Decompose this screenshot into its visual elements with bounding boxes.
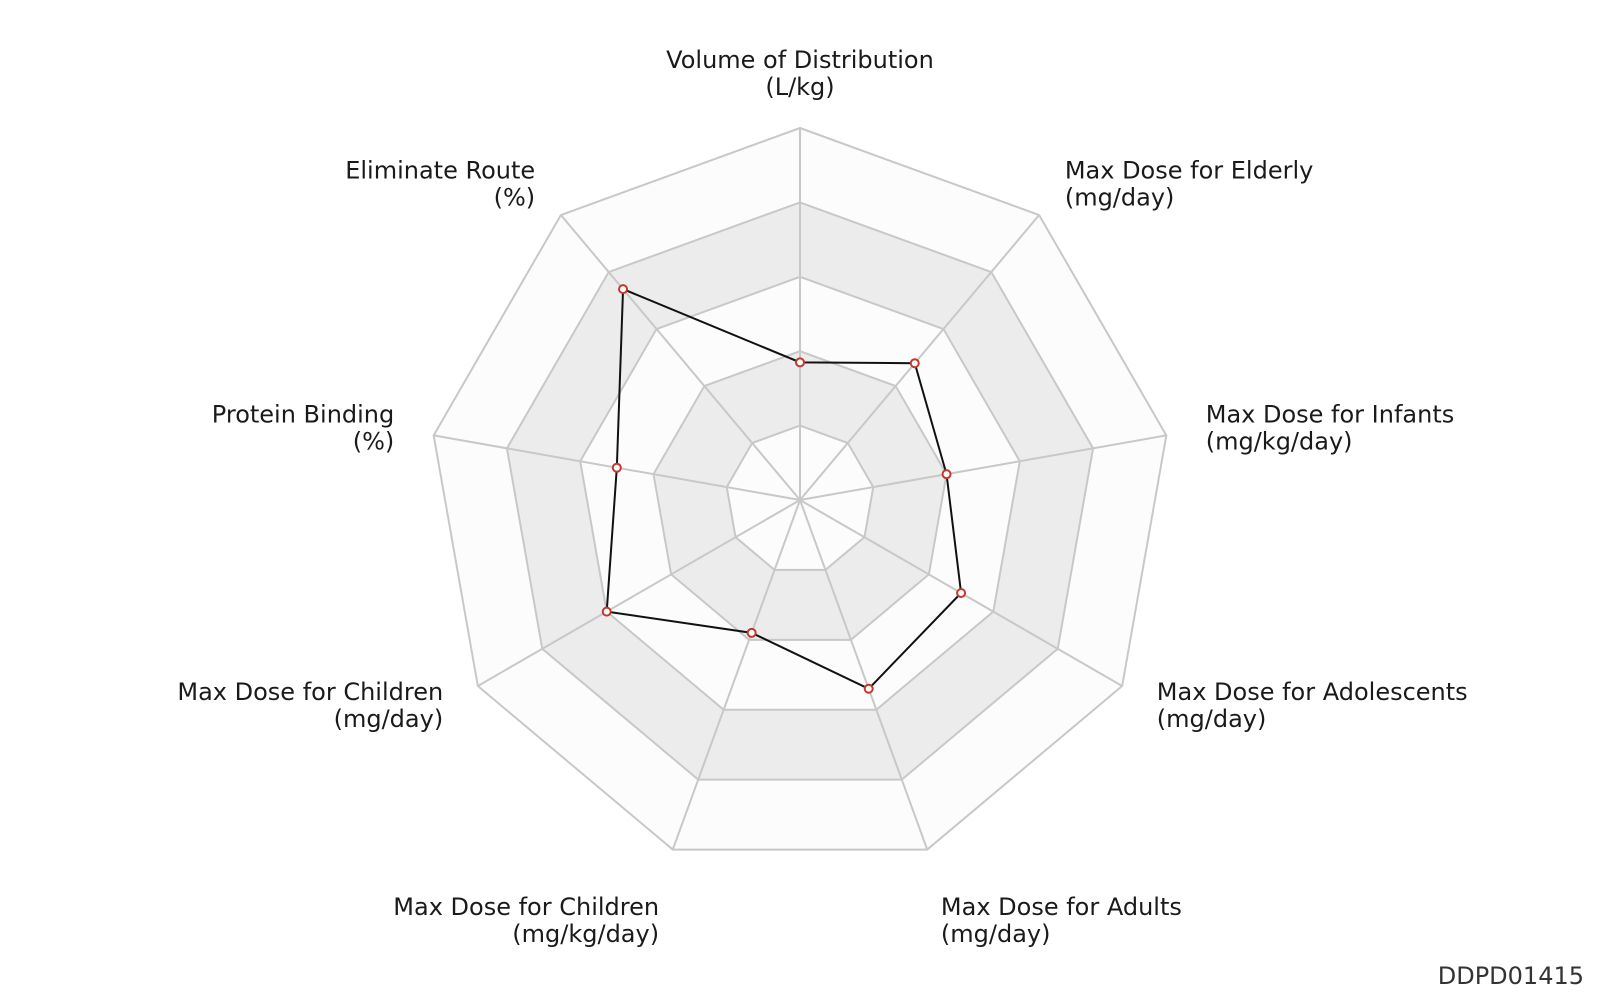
axis-spoke-2 bbox=[799, 434, 1167, 501]
axis-spokes bbox=[433, 128, 1167, 850]
axis-unit-8: (%) bbox=[494, 183, 536, 211]
axis-spoke-6 bbox=[477, 499, 801, 687]
axis-label-1: Max Dose for Elderly bbox=[1065, 156, 1314, 184]
data-point-1 bbox=[909, 358, 920, 369]
axis-spoke-5 bbox=[671, 499, 801, 850]
axis-label-3: Max Dose for Adolescents bbox=[1157, 678, 1468, 706]
data-point-4 bbox=[863, 683, 874, 694]
data-point-2 bbox=[941, 469, 952, 480]
axis-spoke-8 bbox=[560, 214, 801, 501]
axis-label-0: Volume of Distribution bbox=[666, 46, 934, 74]
axis-label-4: Max Dose for Adults bbox=[941, 893, 1182, 921]
data-point-0 bbox=[795, 357, 805, 368]
data-point-6 bbox=[601, 606, 612, 617]
axis-unit-4: (mg/day) bbox=[941, 920, 1051, 948]
axis-label-7: Protein Binding bbox=[212, 400, 394, 428]
data-point-7 bbox=[611, 462, 622, 473]
axis-unit-5: (mg/kg/day) bbox=[512, 920, 659, 948]
axis-unit-3: (mg/day) bbox=[1157, 705, 1267, 733]
axis-labels: Volume of Distribution(L/kg) Max Dose for… bbox=[177, 46, 1467, 948]
axis-label-6: Max Dose for Children bbox=[177, 678, 443, 706]
axis-unit-0: (L/kg) bbox=[765, 73, 834, 101]
axis-spoke-1 bbox=[799, 214, 1040, 501]
data-point-8 bbox=[618, 284, 629, 295]
axis-spoke-4 bbox=[799, 499, 929, 850]
axis-label-2: Max Dose for Infants bbox=[1206, 400, 1455, 428]
series-layer bbox=[601, 284, 967, 694]
data-point-5 bbox=[746, 627, 757, 638]
series-line bbox=[605, 287, 963, 690]
chart-id-label: DDPD01415 bbox=[1437, 962, 1584, 990]
axis-unit-1: (mg/day) bbox=[1065, 183, 1175, 211]
axis-label-5: Max Dose for Children bbox=[393, 893, 659, 921]
axis-unit-2: (mg/kg/day) bbox=[1206, 427, 1353, 455]
axis-unit-6: (mg/day) bbox=[334, 705, 444, 733]
data-point-3 bbox=[956, 588, 967, 598]
axis-unit-7: (%) bbox=[353, 427, 395, 455]
axis-label-8: Eliminate Route bbox=[345, 156, 535, 184]
